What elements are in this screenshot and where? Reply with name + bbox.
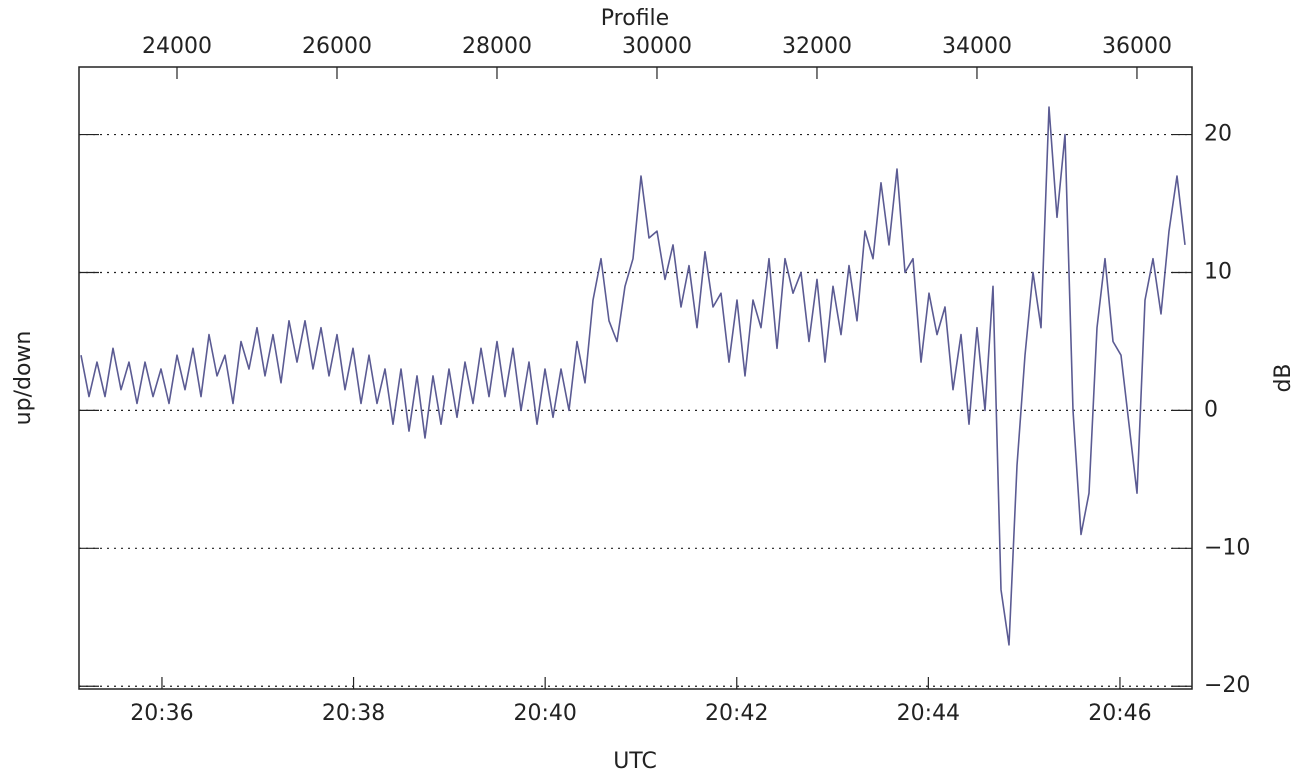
plot-frame — [78, 66, 1193, 690]
x2-tick-label: 20:40 — [513, 701, 576, 726]
x2-tick-label: 20:44 — [897, 701, 960, 726]
y2-axis-title: dB — [1271, 363, 1296, 392]
x-tick-label: 28000 — [462, 34, 532, 59]
x-tick-label: 24000 — [142, 34, 212, 59]
x2-tick-label: 20:46 — [1088, 701, 1151, 726]
x-tick-label: 30000 — [622, 34, 692, 59]
x2-tick-label: 20:42 — [705, 701, 768, 726]
x-tick-label: 36000 — [1102, 34, 1172, 59]
x-tick-label: 26000 — [302, 34, 372, 59]
x2-tick-label: 20:36 — [130, 701, 193, 726]
x2-tick-label: 20:38 — [322, 701, 385, 726]
y-axis-title: up/down — [11, 331, 36, 426]
y2-tick-label: −10 — [1204, 535, 1250, 560]
y2-tick-label: 10 — [1204, 259, 1232, 284]
x-tick-label: 34000 — [942, 34, 1012, 59]
data-line — [80, 106, 1186, 646]
y2-tick-label: −20 — [1204, 673, 1250, 698]
x2-axis-title: UTC — [613, 749, 657, 774]
y2-tick-label: 20 — [1204, 122, 1232, 147]
y2-tick-label: 0 — [1204, 397, 1218, 422]
x-axis-title: Profile — [601, 6, 669, 31]
x-tick-label: 32000 — [782, 34, 852, 59]
